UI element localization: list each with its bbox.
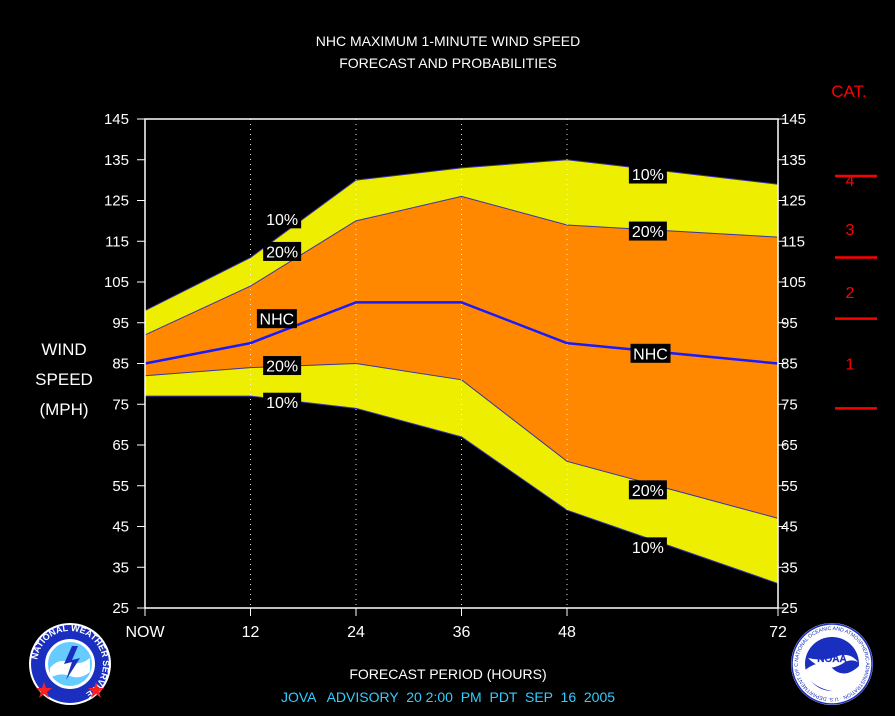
annotation-text: 10% [632, 540, 664, 557]
annotation-text: 10% [266, 212, 298, 229]
y-tick-label-left-115: 115 [105, 233, 129, 250]
band-labels: 10% 20% NHC 20% 10% 10% 20% NHC 20% 10% [256, 164, 671, 557]
y-tick-label-left-95: 95 [112, 315, 129, 332]
y-tick-label-left-85: 85 [112, 356, 129, 373]
x-tick-label-72: 72 [769, 624, 787, 641]
nws-logo: NATIONAL WEATHER SERVICE [29, 623, 111, 705]
annotation-20pct-1: 20% [263, 241, 302, 261]
ylabel-line-2: SPEED [35, 370, 93, 389]
x-tick-label-12: 12 [242, 624, 260, 641]
category-title: CAT. [831, 82, 867, 101]
chart-title-line1: NHC MAXIMUM 1-MINUTE WIND SPEED [316, 33, 580, 49]
series-line-upper-20 [144, 195, 779, 336]
advisory-line: JOVA ADVISORY 20 2:00 PM PDT SEP 16 2005 [281, 689, 615, 705]
y-tick-label-right-95: 95 [781, 315, 798, 332]
category-label-4: 4 [846, 173, 855, 190]
series-line-lower-10 [145, 395, 779, 585]
series-line-upper-10 [144, 159, 779, 311]
annotation-box [628, 221, 667, 241]
y-tick-label-left-25: 25 [112, 600, 129, 617]
band-20-percent [145, 196, 778, 519]
annotation-20pct-6: 20% [628, 221, 667, 241]
y-tick-label-left-105: 105 [104, 274, 129, 291]
annotation-text: 20% [632, 224, 664, 241]
y-tick-label-right-35: 35 [781, 559, 798, 576]
annotation-box [256, 309, 297, 329]
annotation-box [263, 356, 302, 376]
series-line-lower-20 [144, 362, 779, 519]
y-tick-label-left-75: 75 [112, 396, 129, 413]
annotation-text: 20% [632, 483, 664, 500]
annotation-nhc-7: NHC [630, 343, 671, 363]
y-tick-label-right-85: 85 [781, 356, 798, 373]
category-label-2: 2 [846, 285, 855, 302]
annotation-box [628, 480, 667, 500]
annotation-20pct-3: 20% [263, 356, 302, 376]
x-axis-title: FORECAST PERIOD (HOURS) [349, 666, 546, 682]
ylabel-line-3: (MPH) [39, 400, 88, 419]
axes: 25 25 35 35 45 45 55 55 65 65 75 75 85 85 95 95 105 105 11… [104, 111, 806, 641]
y-tick-label-left-55: 55 [112, 478, 129, 495]
annotation-10pct-9: 10% [628, 537, 667, 557]
y-tick-label-right-105: 105 [781, 274, 806, 291]
y-tick-label-right-55: 55 [781, 478, 798, 495]
y-tick-label-left-125: 125 [104, 193, 129, 210]
y-tick-label-right-25: 25 [781, 600, 798, 617]
annotation-text: 20% [266, 244, 298, 261]
y-tick-label-right-75: 75 [781, 396, 798, 413]
ylabel-line-1: WIND [41, 340, 86, 359]
x-tick-label-48: 48 [558, 624, 576, 641]
annotation-box [263, 392, 302, 412]
y-axis-title: WIND SPEED (MPH) [35, 340, 93, 419]
annotation-nhc-2: NHC [256, 309, 297, 329]
annotation-20pct-8: 20% [628, 480, 667, 500]
y-tick-label-right-135: 135 [781, 152, 806, 169]
y-tick-label-right-65: 65 [781, 437, 798, 454]
x-tick-label-24: 24 [347, 624, 365, 641]
y-tick-label-right-125: 125 [781, 193, 806, 210]
annotation-text: NHC [260, 312, 295, 329]
annotation-10pct-5: 10% [628, 164, 667, 184]
annotation-10pct-4: 10% [263, 392, 302, 412]
noaa-badge-text: NOAA [817, 654, 846, 665]
y-tick-label-left-145: 145 [104, 111, 129, 128]
y-tick-label-left-35: 35 [112, 559, 129, 576]
category-scale: CAT. 4 3 2 1 [831, 82, 877, 410]
chart-title-line2: FORECAST AND PROBABILITIES [339, 55, 557, 71]
y-tick-label-left-135: 135 [104, 152, 129, 169]
x-tick-label-36: 36 [453, 624, 471, 641]
plot-area [144, 159, 779, 585]
category-label-3: 3 [846, 222, 855, 239]
category-label-1: 1 [846, 357, 855, 374]
annotation-box [628, 537, 667, 557]
x-tick-label-0: NOW [125, 624, 165, 641]
annotation-text: 20% [266, 359, 298, 376]
noaa-logo: NATIONAL OCEANIC AND ATMOSPHERIC ADMINIS… [790, 622, 873, 705]
annotation-box [628, 164, 667, 184]
annotation-text: NHC [633, 346, 668, 363]
y-tick-label-left-65: 65 [112, 437, 129, 454]
y-tick-label-left-45: 45 [112, 519, 129, 536]
annotation-box [630, 343, 671, 363]
annotation-10pct-0: 10% [263, 209, 302, 229]
annotation-box [263, 209, 302, 229]
y-tick-label-right-115: 115 [781, 233, 805, 250]
annotation-text: 10% [632, 167, 664, 184]
annotation-box [263, 241, 302, 261]
y-tick-label-right-145: 145 [781, 111, 806, 128]
series-line-nhc [144, 301, 779, 365]
annotation-text: 10% [266, 395, 298, 412]
y-tick-label-right-45: 45 [781, 519, 798, 536]
